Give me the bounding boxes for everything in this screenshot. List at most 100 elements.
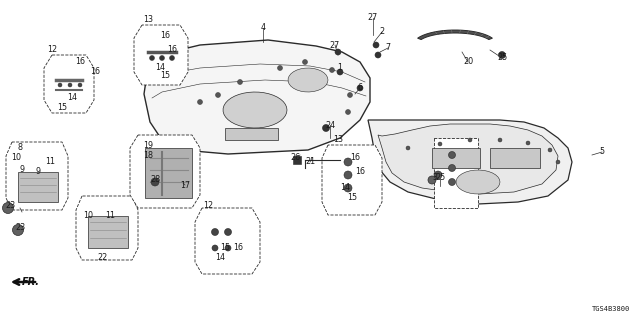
Text: 17: 17 [180,180,190,189]
Text: 8: 8 [17,143,22,153]
Circle shape [499,52,506,59]
Polygon shape [288,68,328,92]
Text: 5: 5 [600,148,605,156]
Text: 19: 19 [143,140,153,149]
Polygon shape [130,135,200,208]
Circle shape [198,100,202,105]
Circle shape [303,60,307,65]
Text: 2: 2 [380,28,385,36]
Circle shape [548,148,552,152]
Text: 11: 11 [45,157,55,166]
Text: TGS4B3800: TGS4B3800 [592,306,630,312]
Circle shape [449,179,456,186]
Polygon shape [145,148,192,198]
Circle shape [373,42,379,48]
Text: 20: 20 [463,58,473,67]
Circle shape [434,171,442,179]
Circle shape [330,68,335,73]
Polygon shape [134,25,188,85]
Circle shape [344,171,352,179]
Text: 26: 26 [290,154,300,163]
Circle shape [58,83,62,87]
Text: 16: 16 [75,58,85,67]
Polygon shape [434,138,478,208]
Circle shape [428,176,436,184]
Text: 21: 21 [305,157,315,166]
Text: 16: 16 [350,154,360,163]
Text: 9: 9 [19,165,24,174]
Circle shape [323,124,330,132]
Circle shape [237,79,243,84]
Circle shape [344,184,352,192]
Text: 14: 14 [155,63,165,73]
Polygon shape [432,148,480,168]
Text: 3: 3 [433,173,438,182]
Polygon shape [6,142,68,210]
Text: 15: 15 [57,103,67,113]
Text: 27: 27 [368,13,378,22]
Text: 24: 24 [325,121,335,130]
Circle shape [346,109,351,115]
Text: 4: 4 [260,23,266,33]
Circle shape [449,151,456,158]
Polygon shape [368,120,572,204]
Text: 16: 16 [233,244,243,252]
Text: FR.: FR. [22,277,40,287]
Text: 7: 7 [385,44,390,52]
Text: 16: 16 [160,30,170,39]
Polygon shape [378,124,558,194]
Circle shape [498,138,502,142]
Polygon shape [76,196,138,260]
Text: 15: 15 [160,70,170,79]
Text: 13: 13 [143,15,153,25]
Circle shape [150,55,154,60]
Circle shape [449,164,456,172]
Text: 9: 9 [35,167,40,177]
Circle shape [225,245,231,251]
Circle shape [468,138,472,142]
Circle shape [151,178,159,186]
Polygon shape [18,172,58,202]
Circle shape [438,142,442,146]
Circle shape [211,228,218,236]
Circle shape [375,52,381,58]
Text: 6: 6 [358,84,362,92]
Polygon shape [195,208,260,274]
Circle shape [406,146,410,150]
Circle shape [526,141,530,145]
Circle shape [68,83,72,87]
Circle shape [216,92,221,98]
Text: 15: 15 [347,194,357,203]
Text: 14: 14 [215,253,225,262]
Polygon shape [322,145,382,215]
Polygon shape [44,55,94,113]
Text: 15: 15 [220,244,230,252]
Circle shape [78,83,82,87]
Text: 1: 1 [337,63,342,73]
Circle shape [13,225,24,236]
Text: 10: 10 [83,211,93,220]
Circle shape [344,158,352,166]
Circle shape [337,69,343,75]
Bar [293,156,301,164]
Circle shape [335,49,341,55]
Text: 22: 22 [97,253,107,262]
Polygon shape [456,170,500,194]
Polygon shape [223,92,287,128]
Text: 14: 14 [340,183,350,193]
Text: 23: 23 [5,201,15,210]
Text: 25: 25 [497,53,507,62]
Circle shape [225,228,232,236]
Text: 18: 18 [143,150,153,159]
Circle shape [159,55,164,60]
Circle shape [170,55,175,60]
Circle shape [556,160,560,164]
Circle shape [212,245,218,251]
Text: 11: 11 [105,211,115,220]
Circle shape [348,92,353,98]
Polygon shape [417,30,492,40]
Text: 12: 12 [47,45,57,54]
Text: 14: 14 [67,93,77,102]
Text: 16: 16 [167,45,177,54]
Circle shape [3,203,13,213]
